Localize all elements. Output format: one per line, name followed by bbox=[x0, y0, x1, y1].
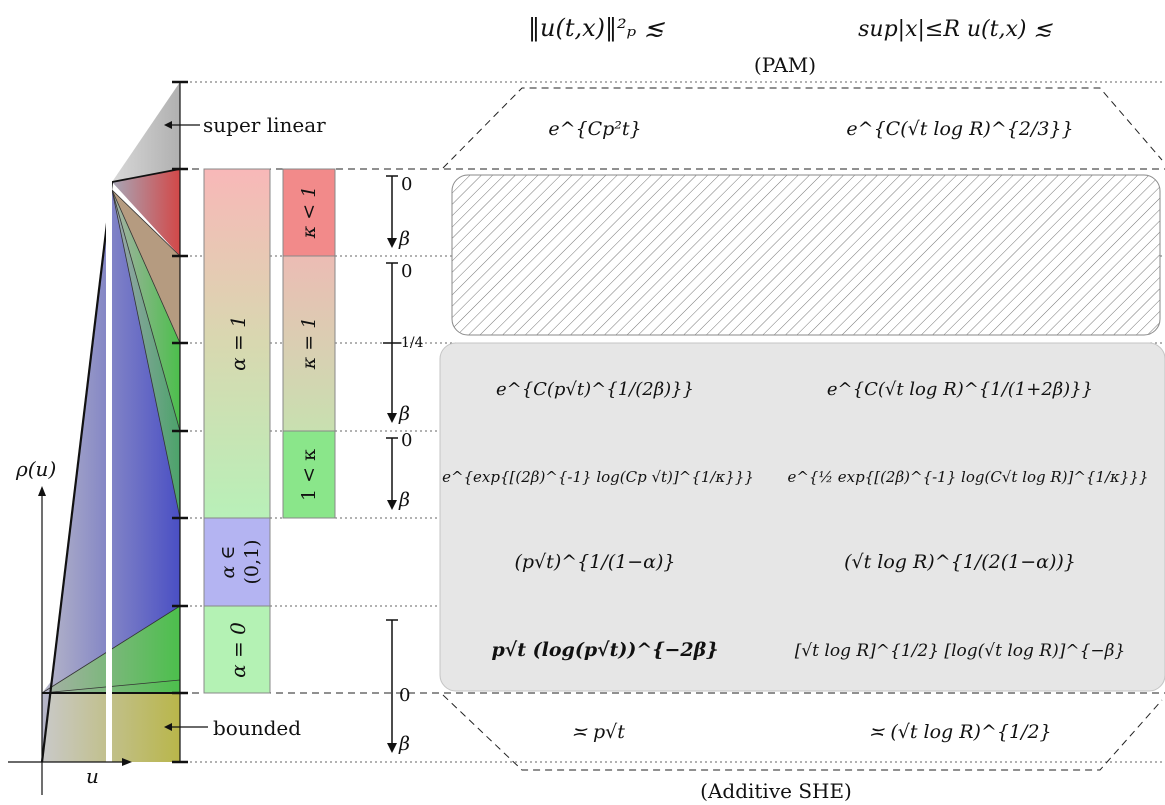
beta-zero-4: 0 bbox=[399, 685, 410, 706]
formula-row4-col1: p√t (log(p√t))^{−2β} bbox=[492, 639, 719, 661]
svg-text:bounded: bounded bbox=[213, 716, 301, 740]
alpha-mid-label-2: (0,1) bbox=[241, 539, 263, 584]
bounded-label: bounded bbox=[164, 716, 301, 740]
kappa-eq-one-label: κ = 1 bbox=[298, 317, 320, 371]
boundary-lines bbox=[180, 168, 1165, 694]
formula-pam-col2: e^{C(√t log R)^{2/3}} bbox=[846, 118, 1073, 140]
formula-pam-col1: e^{Cp²t} bbox=[548, 118, 641, 140]
beta-label-4: β bbox=[398, 733, 410, 755]
x-axis-label: u bbox=[86, 764, 99, 788]
she-label: (Additive SHE) bbox=[700, 779, 852, 803]
kappa-gt-one-label: 1 < κ bbox=[298, 449, 320, 501]
formula-row2-col2: e^{½ exp{[(2β)^{-1} log(C√t log R)]^{1/κ… bbox=[787, 468, 1148, 486]
beta-label-2: β bbox=[398, 403, 410, 425]
pam-label: (PAM) bbox=[754, 53, 816, 77]
alpha-one-box bbox=[203, 168, 271, 519]
beta-zero-1: 0 bbox=[401, 174, 412, 195]
hatched-region bbox=[451, 174, 1161, 336]
beta-label-3: β bbox=[398, 489, 410, 511]
alpha-zero-label: α = 0 bbox=[226, 622, 250, 678]
y-axis-label: ρ(u) bbox=[15, 457, 56, 481]
super-linear-label: super linear bbox=[164, 113, 326, 137]
beta-axes bbox=[383, 175, 401, 753]
formula-row4-col2: [√t log R]^{1/2} [log(√t log R)]^{−β} bbox=[795, 641, 1126, 661]
kappa-lt-one-label: κ < 1 bbox=[298, 186, 320, 240]
formula-row2-col1: e^{exp{[(2β)^{-1} log(Cp √t)]^{1/κ}}} bbox=[442, 468, 754, 486]
formula-row3-col1: (p√t)^{1/(1−α)} bbox=[515, 551, 676, 573]
beta-zero-2: 0 bbox=[401, 261, 412, 282]
pam-outline bbox=[442, 87, 1163, 169]
she-outline bbox=[442, 694, 1163, 771]
formulas: e^{Cp²t} e^{C(√t log R)^{2/3}} e^{C(p√t)… bbox=[442, 118, 1148, 743]
header-col1: ‖u(t,x)‖²ₚ ≲ bbox=[528, 14, 666, 43]
formula-she-col2: ≍ (√t log R)^{1/2} bbox=[868, 721, 1051, 743]
kappa-gt-one-box bbox=[282, 430, 336, 519]
formula-she-col1: ≍ p√t bbox=[571, 721, 625, 743]
formula-row1-col2: e^{C(√t log R)^{1/(1+2β)}} bbox=[827, 379, 1093, 400]
svg-text:super linear: super linear bbox=[203, 113, 326, 137]
formula-row1-col1: e^{C(p√t)^{1/(2β)}} bbox=[496, 379, 694, 400]
rho-plot bbox=[8, 80, 188, 795]
beta-label-1: β bbox=[398, 228, 410, 250]
alpha-one-label: α = 1 bbox=[226, 315, 250, 371]
alpha-zero-box bbox=[203, 605, 271, 694]
alpha-mid-label-1: α ∈ bbox=[217, 546, 239, 579]
beta-quarter: 1/4 bbox=[401, 335, 424, 351]
formula-row3-col2: (√t log R)^{1/(2(1−α))} bbox=[844, 551, 1076, 573]
formula-panel bbox=[439, 342, 1165, 692]
header-col2: sup|x|≤R u(t,x) ≲ bbox=[858, 17, 1053, 42]
alpha-mid-box bbox=[203, 517, 271, 607]
kappa-lt-one-box bbox=[282, 168, 336, 257]
beta-zero-3: 0 bbox=[401, 430, 412, 451]
kappa-eq-one-box bbox=[282, 255, 336, 432]
